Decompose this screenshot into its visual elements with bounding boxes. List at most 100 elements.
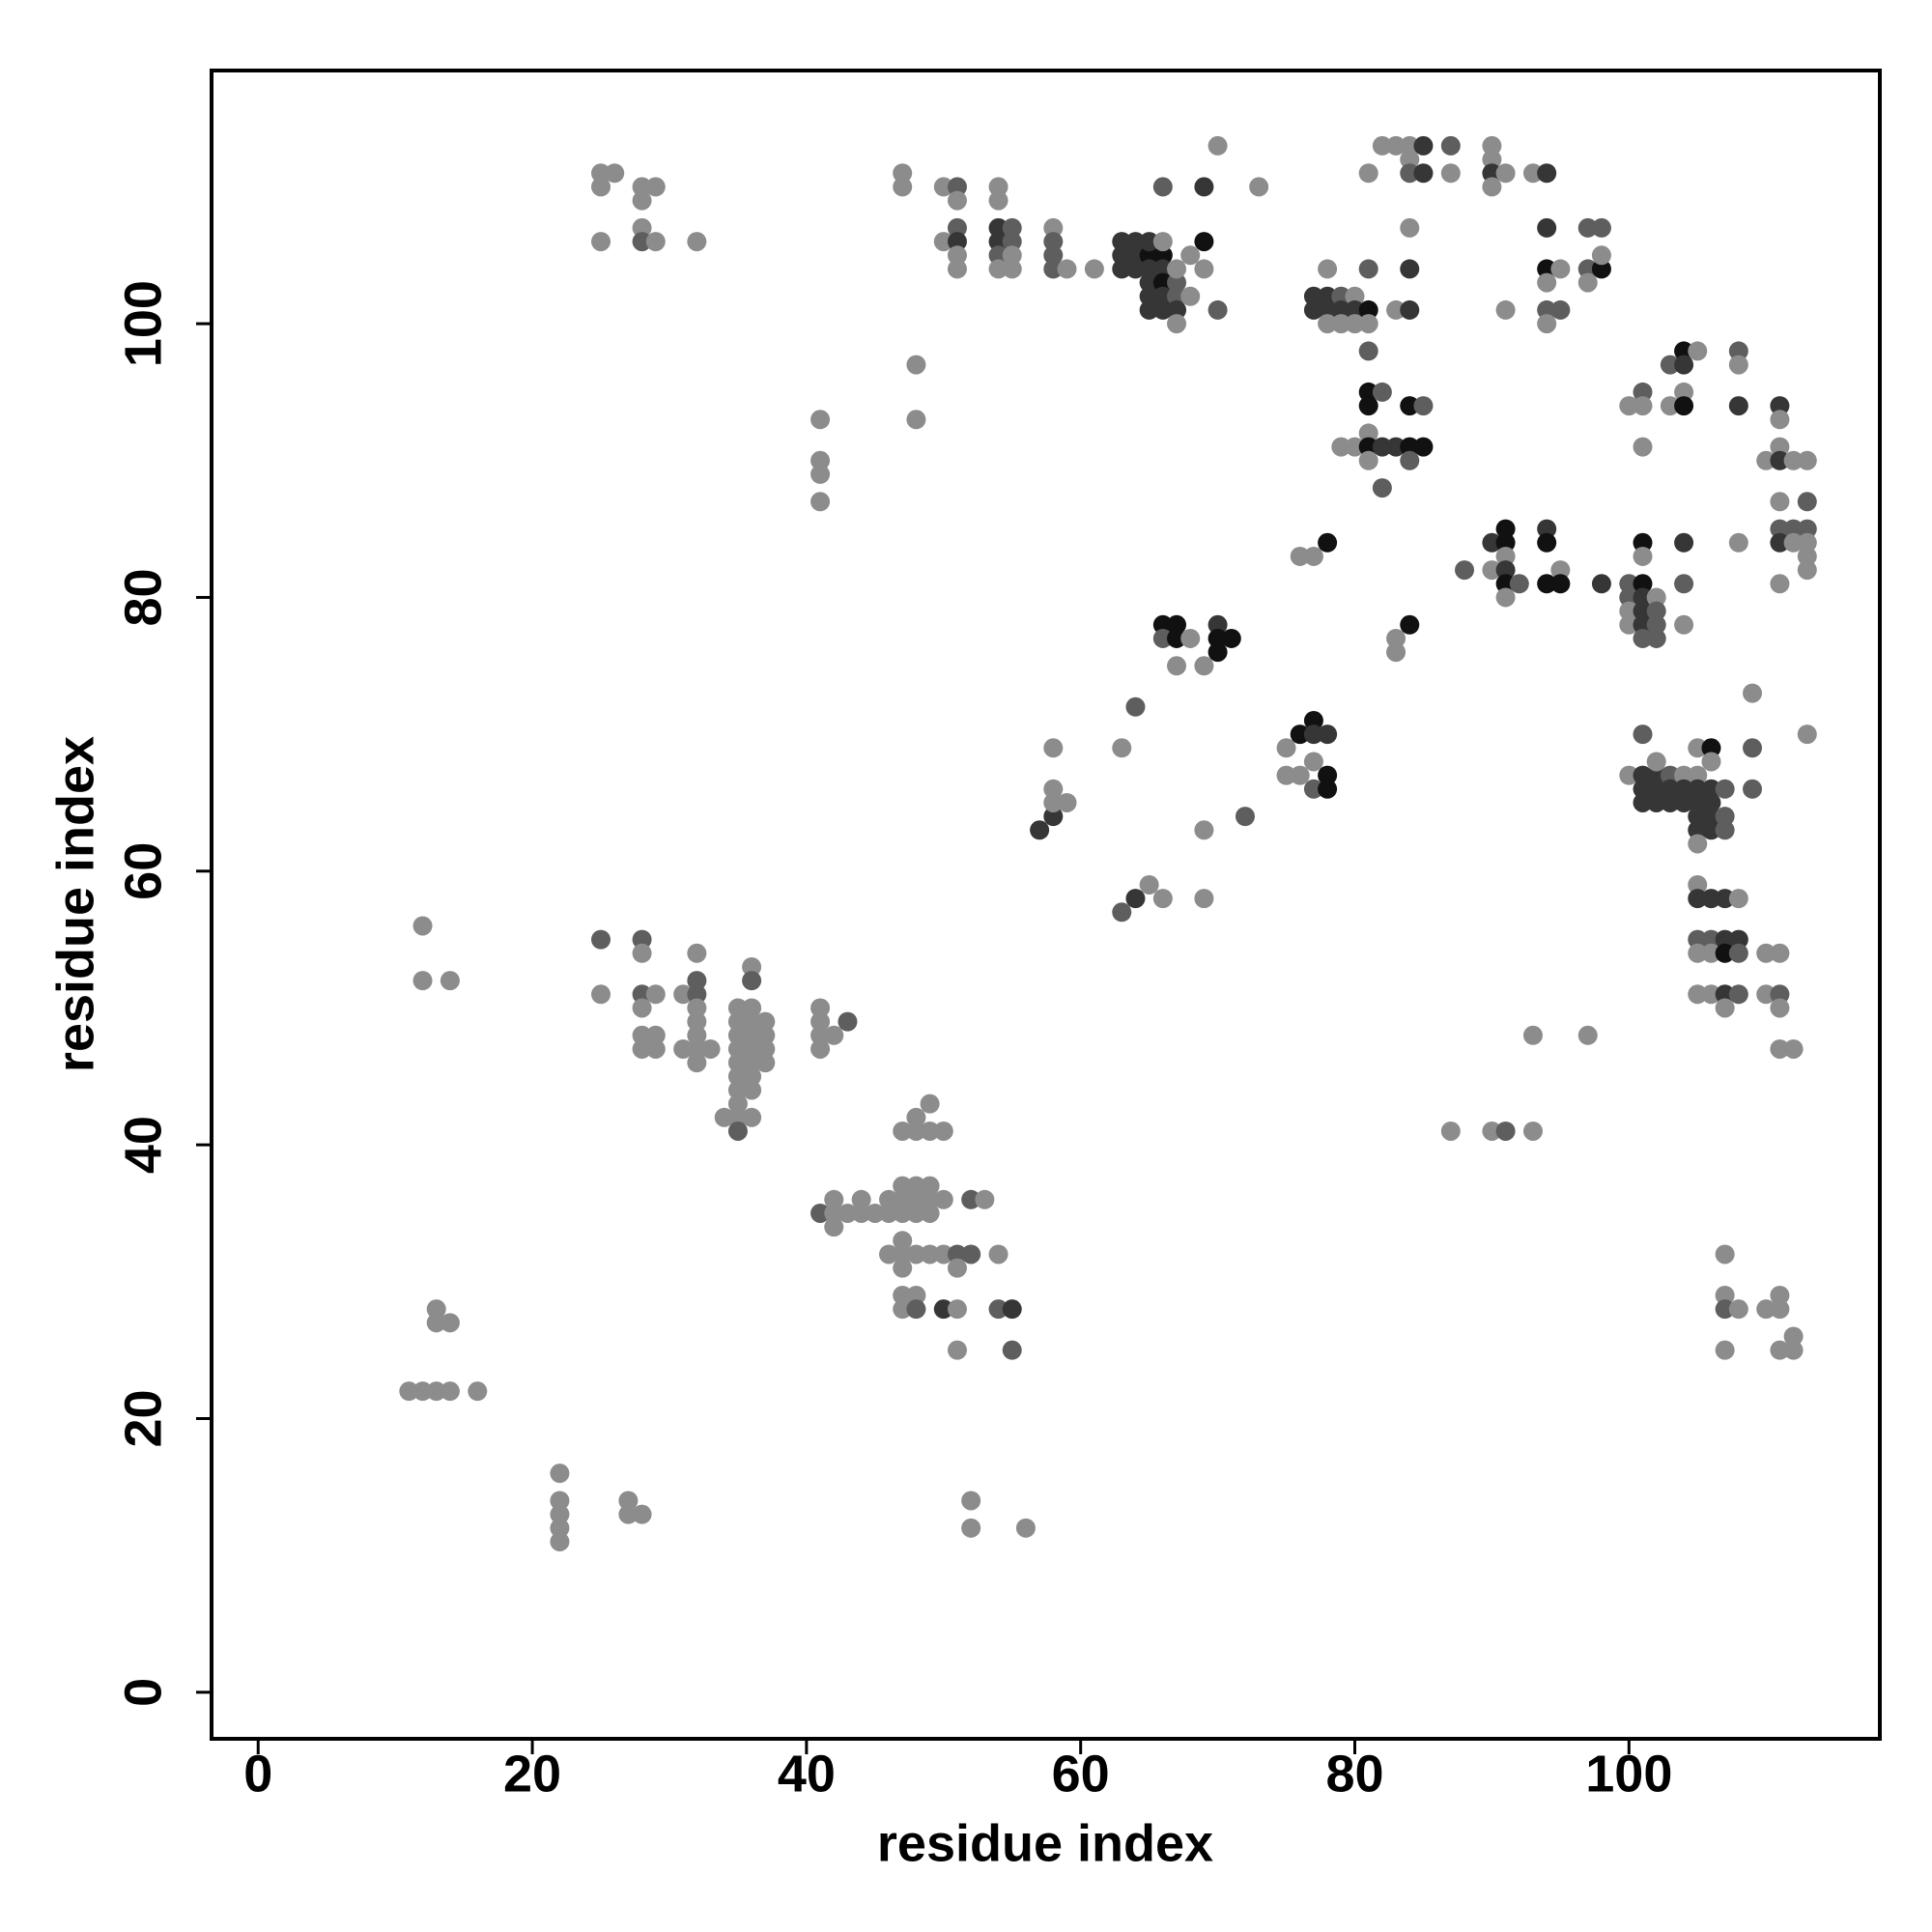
contact-point (1591, 574, 1611, 594)
contact-point (1249, 177, 1269, 197)
contact-point (632, 232, 652, 252)
y-tick-label: 80 (114, 568, 172, 626)
contact-point (1318, 724, 1338, 745)
y-axis-title: residue index (46, 736, 104, 1072)
contact-point (1701, 943, 1721, 963)
contact-point (893, 1231, 913, 1251)
contact-point (1167, 656, 1187, 676)
contact-point (1550, 299, 1571, 320)
contact-point (1495, 574, 1516, 594)
contact-point (1701, 984, 1721, 1005)
contact-point (727, 998, 748, 1018)
contact-point (1290, 546, 1310, 566)
contact-point (906, 355, 926, 375)
contact-point (1770, 1340, 1790, 1360)
contact-point (1208, 628, 1228, 648)
contact-point (1152, 286, 1173, 306)
contact-point (1537, 163, 1557, 184)
contact-point (1715, 1340, 1735, 1360)
contact-point (988, 232, 1009, 252)
contact-point (947, 1244, 967, 1264)
contact-point (632, 943, 652, 963)
contact-point (1770, 1038, 1790, 1059)
contact-point (1400, 450, 1420, 470)
contact-point (1633, 587, 1653, 608)
contact-point (1400, 135, 1420, 156)
contact-point (1495, 587, 1516, 608)
contact-point (920, 1189, 940, 1209)
contact-point (742, 1025, 762, 1045)
contact-point (1386, 642, 1406, 663)
contact-point (824, 1203, 844, 1223)
contact-point (1783, 519, 1804, 539)
contact-point (1139, 874, 1159, 895)
contact-point (727, 1121, 748, 1141)
contact-point (1303, 710, 1323, 730)
contact-point (1495, 519, 1516, 539)
contact-point (1331, 299, 1351, 320)
contact-point (1537, 299, 1557, 320)
contact-point (412, 1381, 433, 1402)
contact-point (742, 956, 762, 977)
contact-point (1180, 286, 1201, 306)
x-axis-title: residue index (877, 1814, 1213, 1872)
contact-point (1043, 217, 1064, 238)
contact-point (742, 1107, 762, 1127)
contact-point (1167, 299, 1187, 320)
contact-point (714, 1107, 734, 1127)
contact-point (1770, 943, 1790, 963)
contact-point (1715, 889, 1735, 909)
contact-point (1509, 574, 1529, 594)
contact-point (1084, 259, 1104, 279)
contact-point (632, 1038, 652, 1059)
contact-point (1688, 943, 1708, 963)
contact-point (1646, 628, 1666, 648)
contact-point (550, 1518, 570, 1538)
contact-point (1522, 1025, 1543, 1045)
x-tick-label: 100 (1585, 1745, 1672, 1803)
contact-point (1701, 929, 1721, 950)
contact-point (1208, 135, 1228, 156)
contact-point (1674, 779, 1694, 799)
contact-point (618, 1491, 639, 1511)
contact-point (1577, 259, 1598, 279)
contact-point (1646, 752, 1666, 772)
contact-point (1797, 546, 1817, 566)
contact-point (1482, 150, 1502, 170)
contact-point (1728, 929, 1748, 950)
contact-point (673, 1038, 694, 1059)
contact-point (933, 1189, 953, 1209)
contact-point (1482, 135, 1502, 156)
contact-point (1194, 889, 1214, 909)
contact-point (906, 1244, 926, 1264)
contact-point (1208, 614, 1228, 635)
contact-point (1495, 299, 1516, 320)
contact-point (1715, 998, 1735, 1018)
contact-point (933, 1244, 953, 1264)
contact-point (1152, 614, 1173, 635)
contact-point (810, 1011, 831, 1032)
contact-point (1770, 1299, 1790, 1320)
contact-point (1400, 437, 1420, 457)
contact-point (426, 1299, 446, 1320)
contact-point (865, 1203, 885, 1223)
contact-point (426, 1313, 446, 1333)
contact-point (1728, 532, 1748, 553)
contact-point (1633, 765, 1653, 785)
contact-point (1167, 628, 1187, 648)
plot-box (210, 69, 1882, 1741)
contact-point (1633, 532, 1653, 553)
contact-point (1386, 437, 1406, 457)
contact-point (1180, 245, 1201, 266)
contact-point (933, 177, 953, 197)
contact-point (1413, 437, 1434, 457)
contact-point (1221, 628, 1241, 648)
contact-point (1715, 779, 1735, 799)
contact-point (1112, 232, 1132, 252)
contact-point (1770, 437, 1790, 457)
contact-point (1646, 765, 1666, 785)
contact-point (1756, 943, 1776, 963)
contact-point (1743, 683, 1763, 703)
contact-point (824, 1025, 844, 1045)
contact-point (742, 1011, 762, 1032)
